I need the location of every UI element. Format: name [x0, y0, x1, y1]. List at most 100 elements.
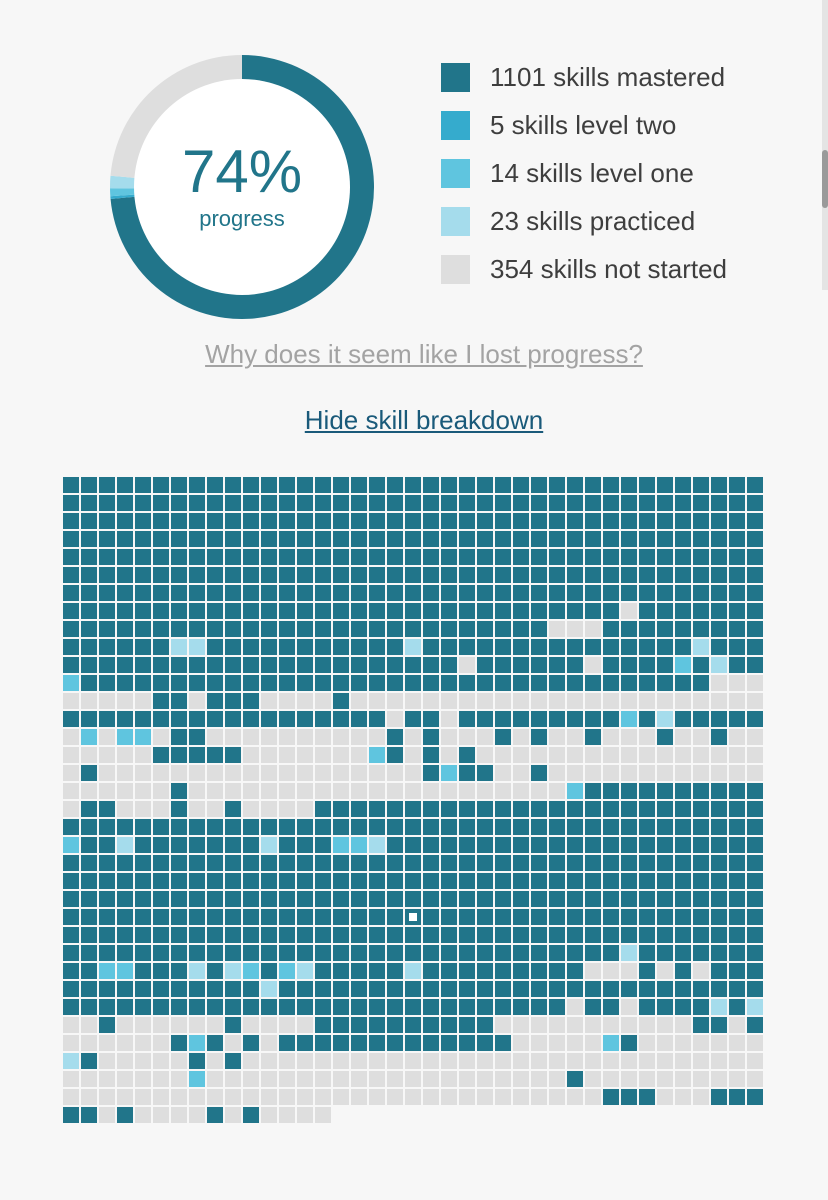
skill-cell-mastered[interactable]	[621, 783, 637, 799]
skill-cell-not-started[interactable]	[675, 729, 691, 745]
skill-cell-mastered[interactable]	[693, 999, 709, 1015]
skill-cell-mastered[interactable]	[153, 603, 169, 619]
skill-cell-mastered[interactable]	[351, 549, 367, 565]
skill-cell-mastered[interactable]	[495, 945, 511, 961]
skill-cell-mastered[interactable]	[549, 819, 565, 835]
skill-cell-mastered[interactable]	[711, 837, 727, 853]
skill-cell-mastered[interactable]	[459, 765, 475, 781]
skill-cell-mastered[interactable]	[189, 531, 205, 547]
skill-cell-mastered[interactable]	[477, 981, 493, 997]
skill-cell-not-started[interactable]	[117, 1071, 133, 1087]
skill-cell-mastered[interactable]	[171, 495, 187, 511]
skill-cell-mastered[interactable]	[747, 477, 763, 493]
skill-cell-mastered[interactable]	[63, 477, 79, 493]
skill-cell-mastered[interactable]	[189, 711, 205, 727]
skill-cell-not-started[interactable]	[351, 783, 367, 799]
skill-cell-mastered[interactable]	[693, 621, 709, 637]
skill-cell-mastered[interactable]	[729, 963, 745, 979]
skill-cell-mastered[interactable]	[495, 963, 511, 979]
skill-cell-not-started[interactable]	[639, 747, 655, 763]
skill-cell-mastered[interactable]	[567, 963, 583, 979]
skill-cell-mastered[interactable]	[477, 999, 493, 1015]
skill-cell-mastered[interactable]	[297, 585, 313, 601]
skill-cell-mastered[interactable]	[297, 549, 313, 565]
skill-cell-mastered[interactable]	[369, 621, 385, 637]
skill-cell-mastered[interactable]	[315, 531, 331, 547]
skill-cell-mastered[interactable]	[459, 819, 475, 835]
skill-cell-mastered[interactable]	[441, 567, 457, 583]
skill-cell-mastered[interactable]	[81, 567, 97, 583]
skill-cell-mastered[interactable]	[171, 909, 187, 925]
skill-cell-mastered[interactable]	[243, 675, 259, 691]
skill-cell-level-one[interactable]	[189, 1035, 205, 1051]
skill-cell-mastered[interactable]	[171, 891, 187, 907]
skill-cell-mastered[interactable]	[657, 639, 673, 655]
skill-cell-not-started[interactable]	[711, 1071, 727, 1087]
skill-cell-mastered[interactable]	[243, 711, 259, 727]
skill-cell-mastered[interactable]	[639, 927, 655, 943]
skill-cell-mastered[interactable]	[99, 495, 115, 511]
skill-cell-mastered[interactable]	[351, 963, 367, 979]
skill-cell-mastered[interactable]	[423, 819, 439, 835]
skill-cell-mastered[interactable]	[297, 819, 313, 835]
skill-cell-mastered[interactable]	[531, 963, 547, 979]
skill-cell-mastered[interactable]	[495, 711, 511, 727]
skill-cell-mastered[interactable]	[531, 837, 547, 853]
skill-cell-mastered[interactable]	[63, 531, 79, 547]
skill-cell-mastered[interactable]	[423, 531, 439, 547]
skill-cell-not-started[interactable]	[63, 747, 79, 763]
skill-cell-not-started[interactable]	[513, 747, 529, 763]
skill-cell-not-started[interactable]	[135, 1017, 151, 1033]
skill-cell-mastered[interactable]	[351, 585, 367, 601]
skill-cell-not-started[interactable]	[63, 693, 79, 709]
skill-cell-mastered[interactable]	[603, 657, 619, 673]
skill-cell-mastered[interactable]	[261, 477, 277, 493]
skill-cell-mastered[interactable]	[747, 783, 763, 799]
skill-cell-mastered[interactable]	[351, 657, 367, 673]
skill-cell-selected[interactable]	[405, 909, 421, 925]
skill-cell-mastered[interactable]	[531, 999, 547, 1015]
skill-cell-not-started[interactable]	[207, 1071, 223, 1087]
skill-cell-mastered[interactable]	[639, 981, 655, 997]
skill-cell-not-started[interactable]	[369, 729, 385, 745]
skill-cell-mastered[interactable]	[387, 855, 403, 871]
skill-cell-not-started[interactable]	[135, 1053, 151, 1069]
skill-cell-mastered[interactable]	[495, 675, 511, 691]
skill-cell-not-started[interactable]	[297, 1089, 313, 1105]
skill-cell-not-started[interactable]	[711, 765, 727, 781]
skill-cell-mastered[interactable]	[513, 999, 529, 1015]
skill-cell-mastered[interactable]	[585, 945, 601, 961]
skill-cell-mastered[interactable]	[549, 837, 565, 853]
skill-cell-not-started[interactable]	[657, 1017, 673, 1033]
skill-cell-not-started[interactable]	[135, 1107, 151, 1123]
skill-cell-not-started[interactable]	[99, 693, 115, 709]
skill-cell-mastered[interactable]	[261, 639, 277, 655]
skill-cell-mastered[interactable]	[567, 657, 583, 673]
skill-cell-mastered[interactable]	[225, 873, 241, 889]
skill-cell-mastered[interactable]	[225, 837, 241, 853]
skill-cell-mastered[interactable]	[63, 873, 79, 889]
skill-cell-mastered[interactable]	[207, 819, 223, 835]
skill-cell-mastered[interactable]	[279, 513, 295, 529]
skill-cell-mastered[interactable]	[675, 927, 691, 943]
skill-cell-mastered[interactable]	[621, 567, 637, 583]
skill-cell-mastered[interactable]	[369, 513, 385, 529]
skill-cell-mastered[interactable]	[747, 567, 763, 583]
skill-cell-mastered[interactable]	[603, 675, 619, 691]
skill-cell-mastered[interactable]	[207, 693, 223, 709]
skill-cell-mastered[interactable]	[477, 873, 493, 889]
skill-cell-mastered[interactable]	[297, 657, 313, 673]
skill-cell-mastered[interactable]	[621, 495, 637, 511]
skill-cell-mastered[interactable]	[531, 855, 547, 871]
skill-cell-not-started[interactable]	[189, 1089, 205, 1105]
skill-cell-mastered[interactable]	[567, 639, 583, 655]
skill-cell-mastered[interactable]	[711, 801, 727, 817]
skill-cell-mastered[interactable]	[81, 585, 97, 601]
skill-cell-mastered[interactable]	[351, 855, 367, 871]
skill-cell-mastered[interactable]	[441, 1035, 457, 1051]
skill-cell-mastered[interactable]	[297, 945, 313, 961]
skill-cell-mastered[interactable]	[387, 837, 403, 853]
skill-cell-mastered[interactable]	[549, 909, 565, 925]
skill-cell-mastered[interactable]	[333, 639, 349, 655]
skill-cell-mastered[interactable]	[189, 747, 205, 763]
